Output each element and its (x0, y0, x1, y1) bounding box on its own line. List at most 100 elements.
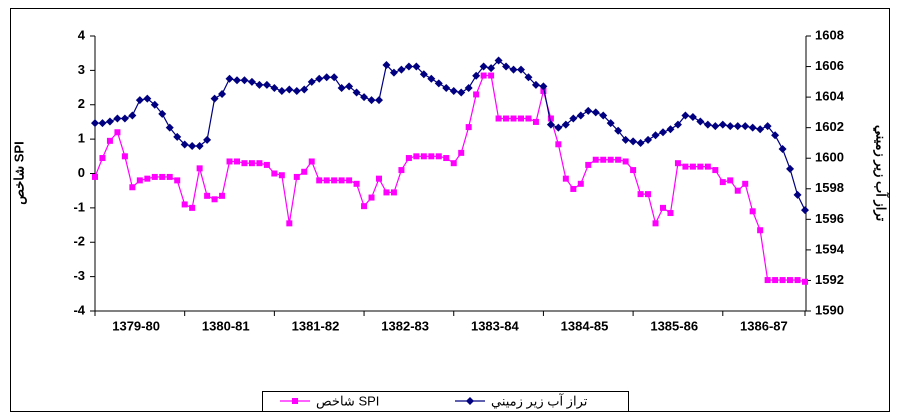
legend-label: تراز آب زير زميني (491, 392, 588, 409)
data-point (105, 117, 114, 126)
data-point (458, 149, 465, 156)
data-point (173, 132, 182, 141)
y2-tick-label: 1590 (815, 302, 844, 317)
data-point (794, 277, 801, 284)
data-point (712, 167, 719, 174)
data-point (360, 93, 369, 102)
y2-tick-label: 1608 (815, 27, 844, 42)
data-point (307, 77, 316, 86)
data-point (726, 122, 735, 131)
data-point (218, 90, 227, 99)
x-tick-label: 1384-85 (561, 318, 609, 333)
data-point (674, 160, 681, 167)
data-point (270, 83, 279, 92)
data-point (277, 87, 286, 95)
data-point (592, 156, 599, 163)
data-point (465, 124, 472, 131)
data-point (503, 115, 510, 122)
data-point (561, 120, 570, 129)
data-point (211, 196, 218, 203)
data-point (494, 56, 503, 65)
data-point (696, 117, 705, 126)
data-point (404, 62, 413, 71)
data-point (240, 76, 249, 85)
data-point (749, 208, 756, 215)
data-point (389, 68, 398, 77)
data-point (801, 206, 809, 215)
data-point (419, 70, 428, 79)
data-point (323, 177, 330, 184)
data-point (673, 120, 682, 129)
y-tick-label: 0 (78, 165, 85, 180)
data-point (322, 73, 331, 82)
data-point (442, 83, 451, 92)
chart-frame (10, 8, 890, 412)
y2-tick-label: 1604 (815, 89, 845, 104)
legend-marker (466, 397, 474, 405)
data-point (472, 71, 481, 80)
data-point (615, 156, 622, 163)
data-point (248, 160, 255, 167)
data-point (113, 114, 122, 123)
data-point (106, 137, 113, 144)
y-tick-label: 4 (78, 27, 86, 42)
y-tick-label: 3 (78, 62, 85, 77)
y-tick-label: -4 (73, 302, 85, 317)
data-point (247, 77, 256, 86)
data-point (464, 83, 473, 92)
data-point (181, 201, 188, 208)
data-point (150, 100, 159, 109)
data-point (256, 160, 263, 167)
data-point (382, 61, 391, 70)
data-point (204, 192, 211, 199)
x-tick-label: 1386-87 (740, 318, 788, 333)
data-point (763, 122, 772, 131)
y-tick-label: -1 (73, 199, 85, 214)
data-point (547, 115, 554, 122)
data-point (210, 94, 219, 103)
data-point (166, 173, 173, 180)
data-point (703, 120, 712, 129)
data-point (651, 131, 660, 140)
data-point (352, 88, 361, 97)
data-point (435, 153, 442, 160)
data-point (599, 111, 608, 120)
data-point (630, 167, 637, 174)
y2-tick-label: 1592 (815, 272, 844, 287)
data-point (779, 277, 786, 284)
data-point (793, 190, 802, 199)
data-point (711, 122, 720, 131)
data-point (748, 123, 757, 132)
data-point (652, 220, 659, 227)
data-point (443, 155, 450, 162)
data-point (509, 65, 518, 74)
data-point (397, 65, 406, 74)
x-tick-label: 1385-86 (650, 318, 698, 333)
data-point (98, 119, 107, 128)
data-point (180, 140, 189, 149)
data-point (480, 72, 487, 79)
y2-tick-label: 1596 (815, 211, 844, 226)
data-point (203, 135, 212, 144)
data-point (772, 277, 779, 284)
data-point (645, 191, 652, 198)
data-point (262, 80, 271, 89)
data-point (383, 189, 390, 196)
data-point (479, 62, 488, 71)
data-point (524, 73, 533, 82)
data-point (771, 131, 780, 140)
data-point (764, 277, 771, 284)
data-point (689, 163, 696, 170)
data-point (99, 155, 106, 162)
data-point (742, 180, 749, 187)
data-point (225, 74, 234, 83)
x-tick-label: 1382-83 (381, 318, 429, 333)
data-point (128, 111, 137, 120)
data-point (614, 126, 623, 135)
data-point (607, 156, 614, 163)
data-point (757, 227, 764, 234)
x-tick-label: 1381-82 (292, 318, 340, 333)
legend-marker (292, 398, 298, 404)
data-point (704, 163, 711, 170)
y2-tick-label: 1606 (815, 58, 844, 73)
